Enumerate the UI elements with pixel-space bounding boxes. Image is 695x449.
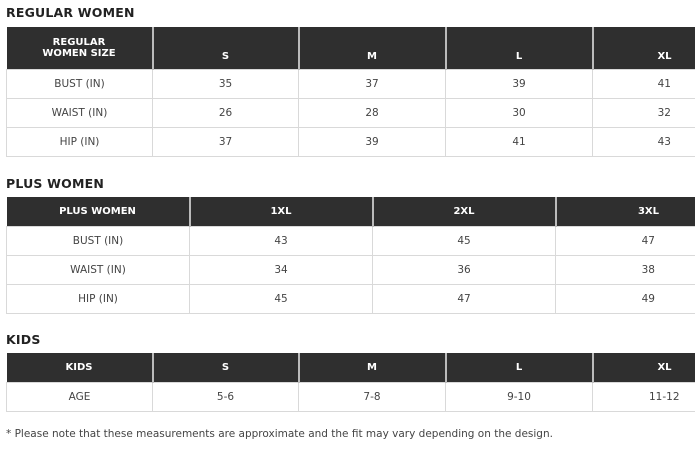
- table-cell: 43: [189, 225, 373, 256]
- table-cell: 36: [372, 254, 556, 285]
- row-label: HIP (IN): [6, 126, 153, 157]
- footnote: * Please note that these measurements ar…: [6, 428, 553, 440]
- table-row: WAIST (IN) 26 28 30 32: [6, 97, 695, 128]
- table-cell: 7-8: [298, 381, 446, 412]
- table-cell: 26: [152, 97, 299, 128]
- section-title-plus-women: PLUS WOMEN: [6, 176, 105, 191]
- table-row: HIP (IN) 45 47 49: [6, 283, 695, 314]
- table-cell: 49: [555, 283, 695, 314]
- column-header: L: [444, 353, 593, 382]
- table-cell: 11-12: [592, 381, 695, 412]
- table-cell: 37: [152, 126, 299, 157]
- table-cell: 37: [298, 68, 446, 99]
- table-cell: 32: [592, 97, 695, 128]
- table-cell: 5-6: [152, 381, 299, 412]
- column-header: XL: [591, 353, 695, 382]
- table-cell: 41: [592, 68, 695, 99]
- table-cell: 45: [189, 283, 373, 314]
- column-header: S: [151, 27, 299, 69]
- row-label: WAIST (IN): [6, 97, 153, 128]
- table-cell: 9-10: [445, 381, 593, 412]
- table-cell: 39: [445, 68, 593, 99]
- column-header: XL: [591, 27, 695, 69]
- column-header: KIDS: [6, 353, 153, 382]
- kids-size-table: KIDS S M L XL AGE 5-6 7-8 9-10 11-12: [6, 353, 695, 412]
- plus-women-size-table: PLUS WOMEN 1XL 2XL 3XL BUST (IN) 43 45 47 WAIST …: [6, 197, 695, 314]
- column-header: PLUS WOMEN: [6, 197, 190, 226]
- table-cell: 45: [372, 225, 556, 256]
- header-row: REGULAR WOMEN SIZE S M L XL: [6, 27, 695, 69]
- section-title-regular-women: REGULAR WOMEN: [6, 5, 135, 20]
- row-label: BUST (IN): [6, 225, 190, 256]
- table-cell: 30: [445, 97, 593, 128]
- column-header: 1XL: [188, 197, 373, 226]
- table-cell: 39: [298, 126, 446, 157]
- header-row: PLUS WOMEN 1XL 2XL 3XL: [6, 197, 695, 226]
- table-cell: 47: [372, 283, 556, 314]
- row-label: BUST (IN): [6, 68, 153, 99]
- column-header: L: [444, 27, 593, 69]
- table-cell: 35: [152, 68, 299, 99]
- regular-women-size-table: REGULAR WOMEN SIZE S M L XL BUST (IN) 35 37 39 41…: [6, 27, 695, 157]
- column-header: 2XL: [371, 197, 556, 226]
- row-label: WAIST (IN): [6, 254, 190, 285]
- table-cell: 28: [298, 97, 446, 128]
- table-cell: 41: [445, 126, 593, 157]
- table-row: BUST (IN) 43 45 47: [6, 225, 695, 256]
- row-label: AGE: [6, 381, 153, 412]
- column-header: M: [297, 27, 446, 69]
- column-header: S: [151, 353, 299, 382]
- table-cell: 38: [555, 254, 695, 285]
- column-header: REGULAR WOMEN SIZE: [6, 27, 153, 69]
- table-cell: 34: [189, 254, 373, 285]
- column-header: M: [297, 353, 446, 382]
- row-label: HIP (IN): [6, 283, 190, 314]
- table-row: WAIST (IN) 34 36 38: [6, 254, 695, 285]
- section-title-kids: KIDS: [6, 332, 41, 347]
- table-cell: 43: [592, 126, 695, 157]
- table-row: AGE 5-6 7-8 9-10 11-12: [6, 381, 695, 412]
- column-header: 3XL: [554, 197, 695, 226]
- table-cell: 47: [555, 225, 695, 256]
- table-row: HIP (IN) 37 39 41 43: [6, 126, 695, 157]
- header-row: KIDS S M L XL: [6, 353, 695, 382]
- table-row: BUST (IN) 35 37 39 41: [6, 68, 695, 99]
